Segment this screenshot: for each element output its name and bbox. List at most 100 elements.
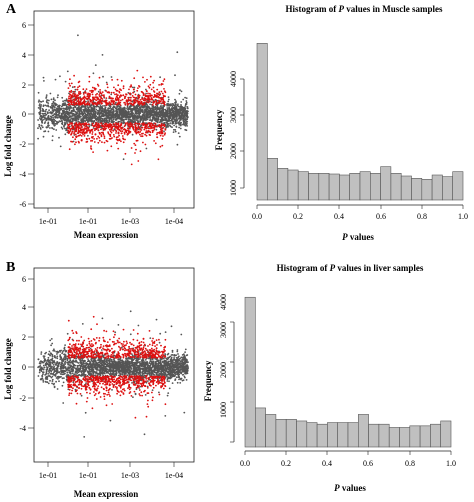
data-point xyxy=(70,116,72,118)
data-point xyxy=(119,109,122,111)
data-point xyxy=(137,113,140,115)
data-point xyxy=(96,137,98,140)
data-point xyxy=(75,129,78,131)
data-point xyxy=(100,92,103,95)
data-point xyxy=(136,139,139,142)
data-point xyxy=(164,415,167,417)
data-point xyxy=(94,102,97,105)
data-point xyxy=(139,133,141,136)
data-point xyxy=(91,86,94,89)
data-point xyxy=(100,94,103,97)
data-point xyxy=(167,112,170,115)
data-point xyxy=(71,122,74,125)
data-point xyxy=(78,85,81,88)
data-point xyxy=(48,118,50,120)
data-point xyxy=(44,104,47,107)
data-point xyxy=(151,358,154,361)
data-point xyxy=(164,118,167,121)
data-point xyxy=(48,99,50,102)
data-point xyxy=(125,372,127,375)
data-point xyxy=(185,100,188,102)
data-point xyxy=(101,106,103,109)
data-point xyxy=(109,137,112,140)
data-point xyxy=(66,112,68,115)
point-cloud xyxy=(37,310,189,438)
data-point xyxy=(115,138,118,141)
data-point xyxy=(164,95,166,98)
data-point xyxy=(52,364,55,366)
data-point xyxy=(105,122,107,125)
data-point xyxy=(163,90,166,93)
data-point xyxy=(141,374,144,377)
data-point xyxy=(69,122,72,124)
data-point xyxy=(53,124,55,126)
data-point xyxy=(74,138,77,141)
data-point xyxy=(83,117,85,119)
data-point xyxy=(133,123,136,126)
histogram: Histogram of P values in Muscle samples … xyxy=(214,4,468,242)
data-point xyxy=(37,107,40,109)
data-point xyxy=(83,135,86,137)
data-point xyxy=(73,119,76,121)
data-point xyxy=(178,123,181,126)
data-point xyxy=(156,118,159,121)
y-axis: 1000 2000 3000 4000 Frequency xyxy=(214,71,245,196)
data-point xyxy=(69,97,72,100)
data-point xyxy=(185,379,188,381)
data-point xyxy=(97,85,100,87)
data-point xyxy=(119,110,121,113)
data-point xyxy=(59,351,61,353)
data-point xyxy=(132,127,135,130)
data-point xyxy=(100,126,102,128)
data-point xyxy=(147,92,149,95)
data-point xyxy=(87,358,89,360)
data-point xyxy=(131,124,133,127)
data-point xyxy=(94,133,97,136)
data-point xyxy=(92,99,94,101)
data-point xyxy=(184,96,187,99)
data-point xyxy=(149,125,152,128)
data-point xyxy=(90,148,93,150)
data-point xyxy=(115,109,118,111)
data-point xyxy=(73,101,76,104)
data-point xyxy=(158,94,161,97)
data-point xyxy=(65,98,68,101)
data-point xyxy=(78,106,80,109)
data-point xyxy=(77,130,80,133)
data-point xyxy=(72,108,75,111)
data-point xyxy=(138,387,141,389)
data-point xyxy=(173,124,176,127)
data-point xyxy=(99,117,101,119)
data-point xyxy=(186,122,188,125)
data-point xyxy=(50,98,53,101)
data-point xyxy=(110,76,113,78)
data-point xyxy=(42,364,45,367)
data-point xyxy=(78,91,80,93)
data-point xyxy=(117,132,120,135)
data-point xyxy=(53,370,56,373)
data-point xyxy=(42,108,44,111)
data-point xyxy=(69,93,71,96)
data-point xyxy=(179,106,182,109)
data-point xyxy=(69,128,72,131)
data-point xyxy=(176,143,179,146)
data-point xyxy=(97,105,100,108)
data-point xyxy=(77,97,80,100)
data-point xyxy=(137,95,139,97)
data-point xyxy=(118,120,121,123)
data-point xyxy=(40,117,43,120)
data-point xyxy=(79,131,82,134)
data-point xyxy=(43,130,45,133)
data-point xyxy=(37,91,40,94)
data-point xyxy=(61,121,64,124)
data-point xyxy=(66,70,69,73)
data-point xyxy=(75,141,77,144)
data-point xyxy=(54,119,57,122)
data-point xyxy=(103,127,105,130)
data-point xyxy=(169,119,172,122)
data-point xyxy=(156,132,159,134)
data-point xyxy=(178,118,181,120)
data-point xyxy=(47,124,49,127)
data-point xyxy=(78,123,81,126)
data-point xyxy=(82,133,84,136)
